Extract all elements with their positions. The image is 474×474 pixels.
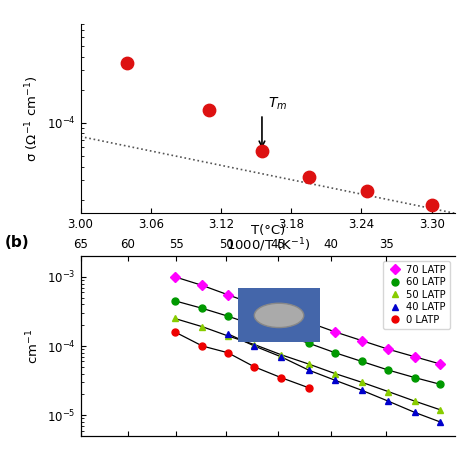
Point <box>124 59 131 67</box>
70 LATP <box>252 301 257 307</box>
Text: $T_m$: $T_m$ <box>268 95 287 112</box>
60 LATP <box>252 322 257 328</box>
Line: 50 LATP: 50 LATP <box>171 315 444 413</box>
Point <box>305 173 312 181</box>
60 LATP <box>278 331 284 337</box>
40 LATP <box>438 419 443 425</box>
70 LATP <box>278 310 284 316</box>
60 LATP <box>306 340 311 346</box>
Text: (b): (b) <box>5 235 29 250</box>
70 LATP <box>385 346 391 352</box>
Point <box>428 201 436 209</box>
0 LATP <box>200 343 205 349</box>
50 LATP <box>412 398 418 404</box>
40 LATP <box>385 398 391 404</box>
0 LATP <box>225 350 231 356</box>
50 LATP <box>278 352 284 357</box>
50 LATP <box>306 361 311 367</box>
50 LATP <box>225 333 231 339</box>
Point <box>206 107 213 114</box>
40 LATP <box>332 377 338 383</box>
60 LATP <box>172 298 178 304</box>
70 LATP <box>332 329 338 335</box>
40 LATP <box>225 331 231 337</box>
Point <box>364 187 371 195</box>
70 LATP <box>225 292 231 298</box>
50 LATP <box>252 342 257 347</box>
Line: 70 LATP: 70 LATP <box>171 273 444 367</box>
70 LATP <box>306 319 311 325</box>
50 LATP <box>385 389 391 394</box>
Line: 60 LATP: 60 LATP <box>171 297 444 388</box>
70 LATP <box>172 274 178 280</box>
Legend: 70 LATP, 60 LATP, 50 LATP, 40 LATP, 0 LATP: 70 LATP, 60 LATP, 50 LATP, 40 LATP, 0 LA… <box>383 261 450 329</box>
40 LATP <box>359 387 365 393</box>
Y-axis label: cm$^{-1}$: cm$^{-1}$ <box>25 328 41 364</box>
60 LATP <box>359 358 365 364</box>
50 LATP <box>438 407 443 412</box>
40 LATP <box>306 367 311 373</box>
Point <box>258 147 266 155</box>
0 LATP <box>172 329 178 335</box>
60 LATP <box>200 306 205 311</box>
40 LATP <box>278 354 284 360</box>
0 LATP <box>278 375 284 381</box>
Line: 0 LATP: 0 LATP <box>171 328 312 391</box>
X-axis label: T(°C): T(°C) <box>251 224 285 237</box>
50 LATP <box>200 324 205 329</box>
70 LATP <box>412 354 418 360</box>
60 LATP <box>225 313 231 319</box>
Y-axis label: σ (Ω$^{-1}$ cm$^{-1}$): σ (Ω$^{-1}$ cm$^{-1}$) <box>24 75 41 162</box>
60 LATP <box>438 382 443 387</box>
40 LATP <box>412 410 418 415</box>
Line: 40 LATP: 40 LATP <box>224 330 444 426</box>
0 LATP <box>306 385 311 391</box>
X-axis label: 1000/T (K$^{-1}$): 1000/T (K$^{-1}$) <box>226 237 310 255</box>
70 LATP <box>200 283 205 288</box>
50 LATP <box>172 316 178 321</box>
60 LATP <box>412 375 418 381</box>
60 LATP <box>332 350 338 356</box>
70 LATP <box>438 361 443 367</box>
0 LATP <box>252 364 257 370</box>
50 LATP <box>332 371 338 376</box>
70 LATP <box>359 337 365 343</box>
40 LATP <box>252 343 257 349</box>
60 LATP <box>385 367 391 373</box>
50 LATP <box>359 379 365 385</box>
